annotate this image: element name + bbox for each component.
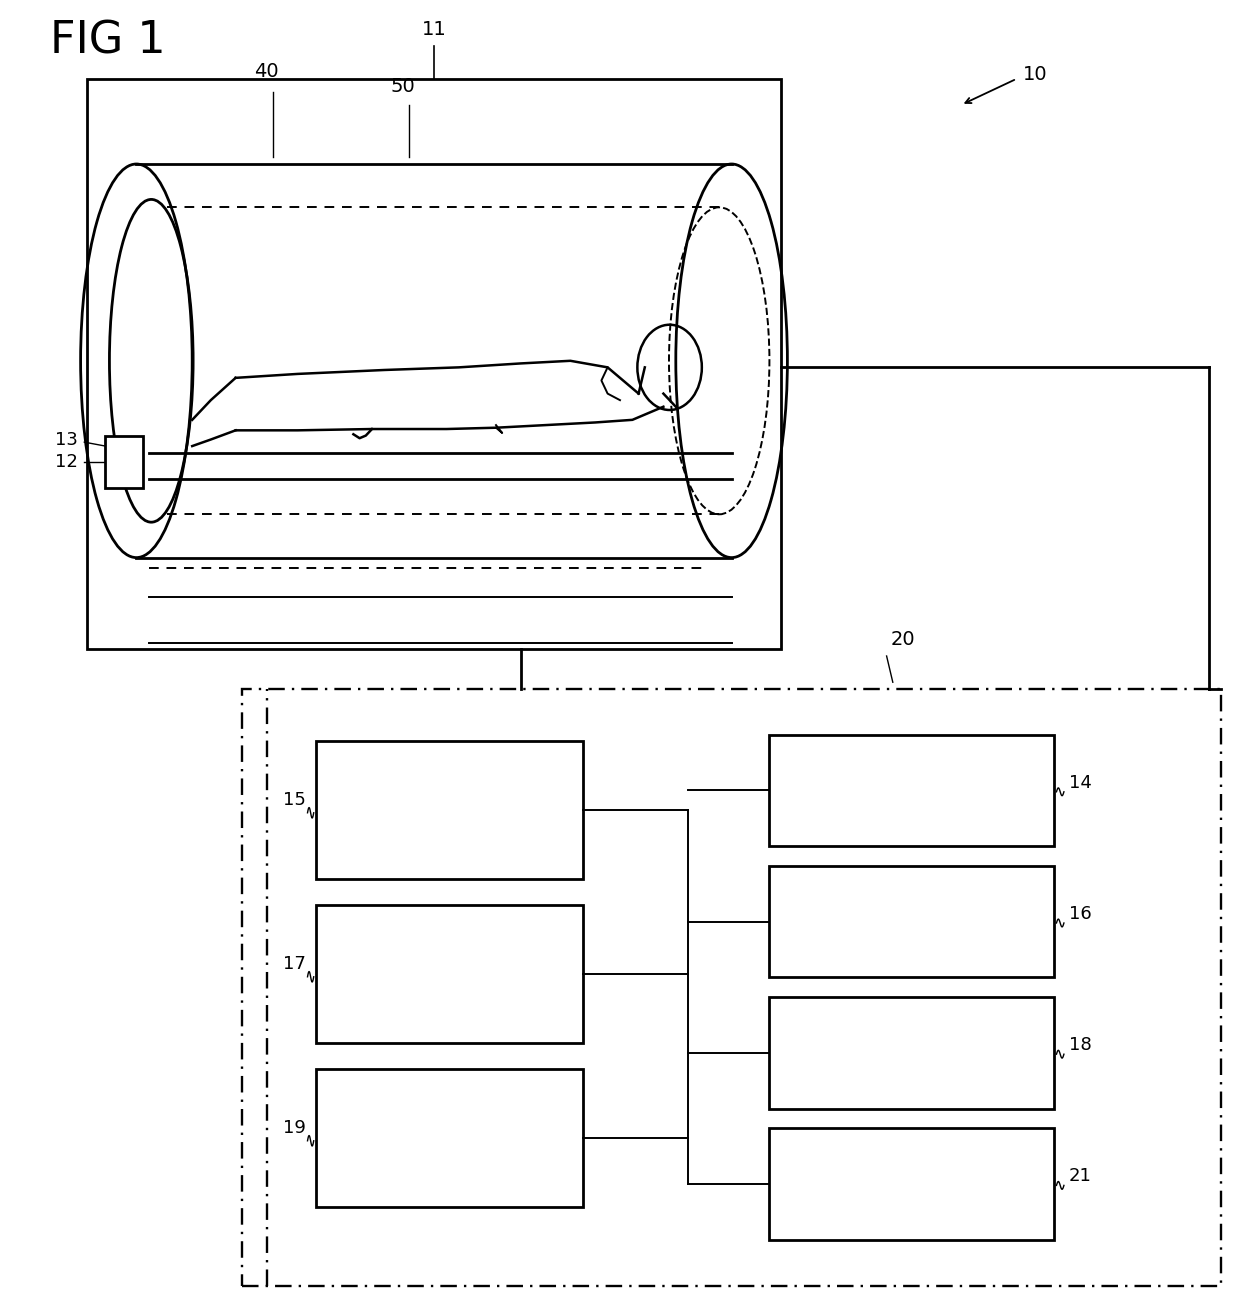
Bar: [242, 689, 1221, 1286]
Text: 10: 10: [1023, 66, 1048, 84]
Bar: [87, 79, 781, 649]
Text: 18: 18: [1069, 1036, 1091, 1054]
Text: 11: 11: [422, 21, 446, 39]
Text: 14: 14: [1069, 774, 1091, 791]
Text: 19: 19: [284, 1119, 306, 1136]
Text: 12: 12: [56, 453, 78, 471]
Bar: [769, 735, 1054, 846]
Text: 17: 17: [284, 955, 306, 972]
Text: 16: 16: [1069, 905, 1091, 922]
Bar: [769, 866, 1054, 977]
Text: 50: 50: [391, 77, 415, 96]
Bar: [316, 741, 583, 879]
Text: 13: 13: [56, 430, 78, 449]
Text: 21: 21: [1069, 1168, 1091, 1185]
Text: 40: 40: [254, 63, 279, 81]
Bar: [105, 436, 143, 488]
Text: FIG 1: FIG 1: [50, 20, 165, 63]
Bar: [316, 905, 583, 1043]
Bar: [769, 997, 1054, 1109]
Bar: [769, 1128, 1054, 1240]
Text: 20: 20: [890, 631, 915, 649]
Bar: [316, 1069, 583, 1207]
Text: 15: 15: [284, 791, 306, 808]
